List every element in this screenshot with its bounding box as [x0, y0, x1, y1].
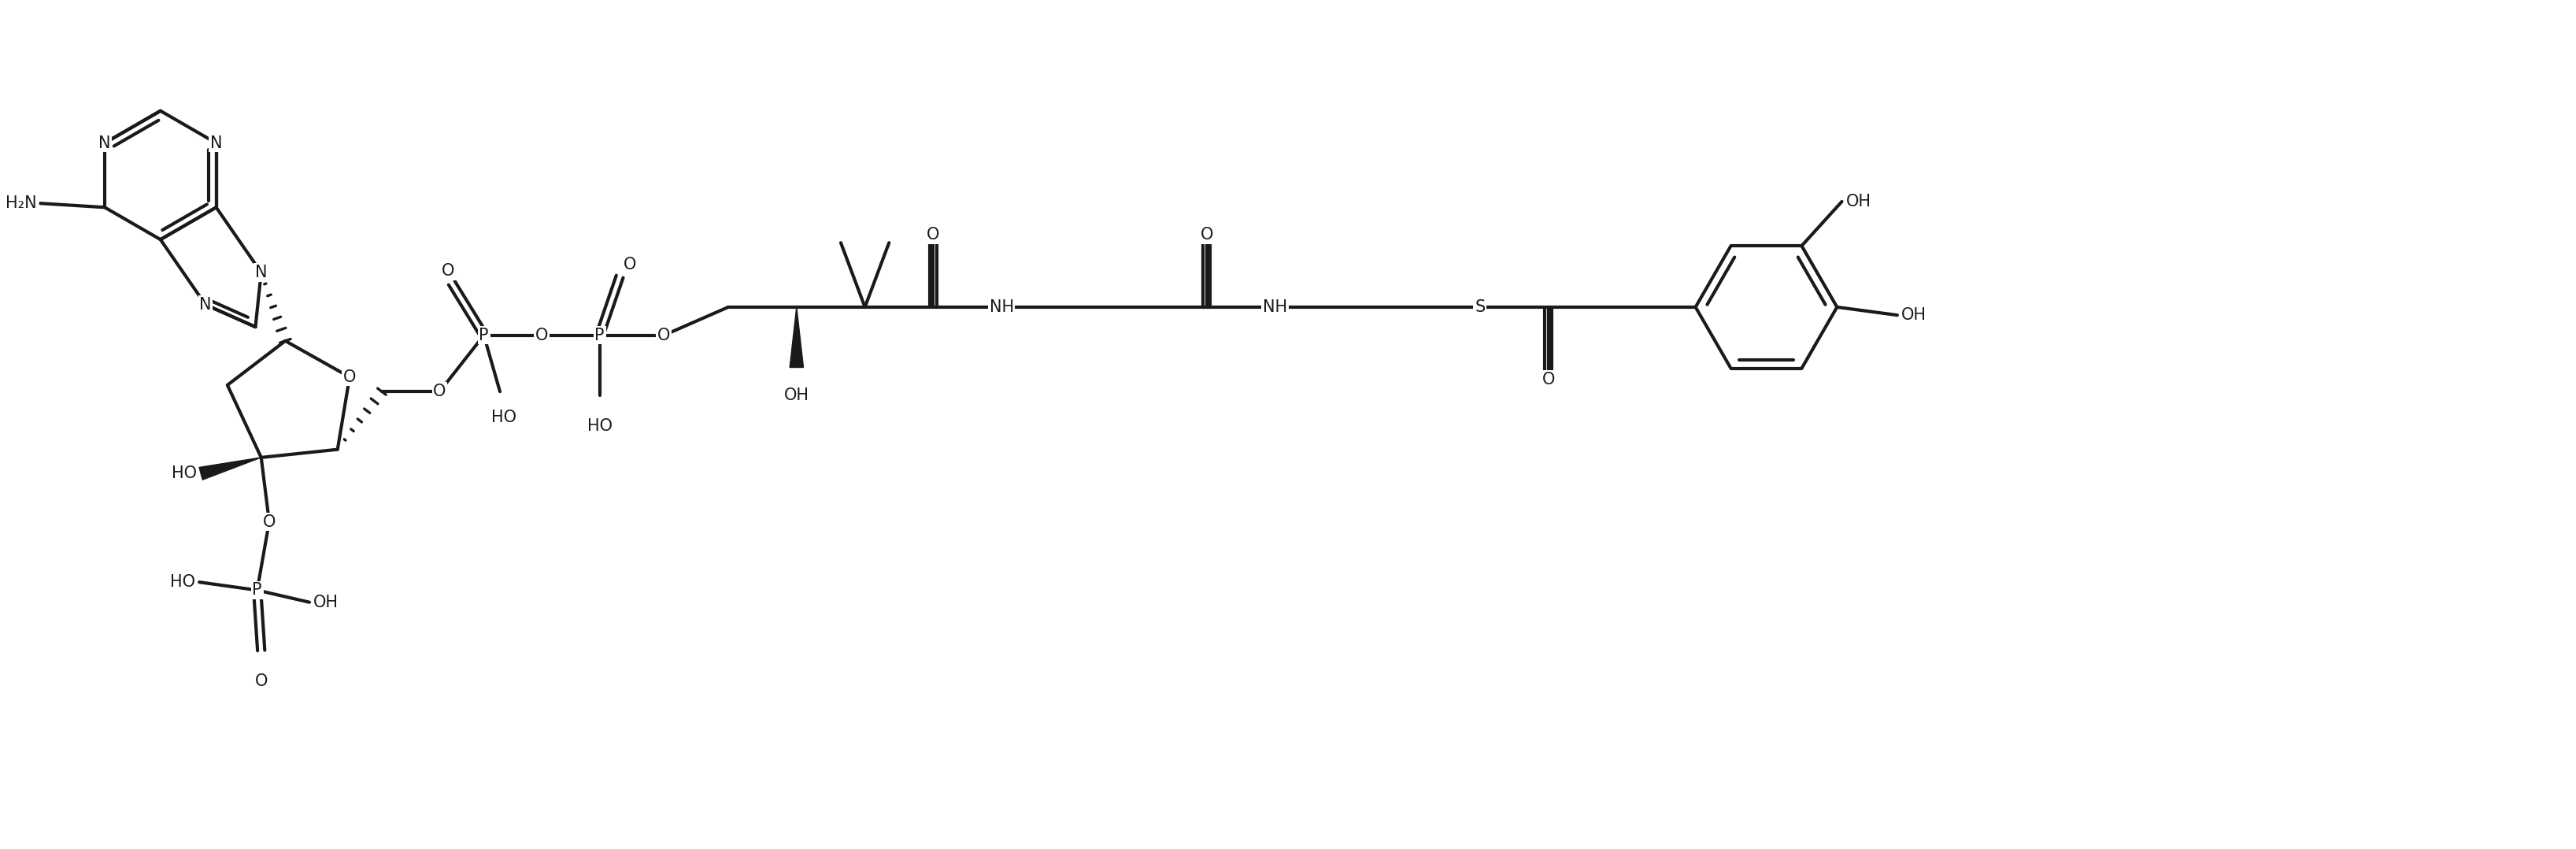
- Text: OH: OH: [783, 387, 809, 403]
- Text: O: O: [263, 514, 276, 530]
- Text: O: O: [623, 256, 636, 273]
- Text: O: O: [657, 328, 670, 343]
- Text: N: N: [198, 297, 211, 312]
- Text: NH: NH: [1262, 299, 1288, 315]
- Text: N: N: [255, 265, 268, 280]
- Text: P: P: [595, 328, 605, 343]
- Text: O: O: [1540, 371, 1553, 387]
- Text: OH: OH: [1844, 194, 1870, 210]
- Text: HO: HO: [170, 574, 196, 590]
- Text: O: O: [255, 673, 268, 689]
- Text: O: O: [927, 227, 940, 243]
- Text: O: O: [536, 328, 549, 343]
- Text: HO: HO: [173, 466, 196, 481]
- Polygon shape: [788, 307, 804, 368]
- Text: O: O: [433, 384, 446, 399]
- Text: O: O: [343, 369, 355, 385]
- Text: O: O: [1200, 227, 1213, 243]
- Text: OH: OH: [1901, 307, 1927, 323]
- Text: HO: HO: [587, 418, 613, 434]
- Text: N: N: [98, 135, 111, 151]
- Text: P: P: [479, 328, 489, 343]
- Text: O: O: [440, 263, 453, 279]
- Polygon shape: [198, 458, 260, 480]
- Text: N: N: [211, 135, 222, 151]
- Text: P: P: [252, 582, 263, 598]
- Text: H₂N: H₂N: [5, 195, 36, 211]
- Text: HO: HO: [492, 409, 515, 425]
- Text: S: S: [1473, 299, 1484, 315]
- Text: NH: NH: [989, 299, 1012, 315]
- Text: OH: OH: [314, 594, 337, 610]
